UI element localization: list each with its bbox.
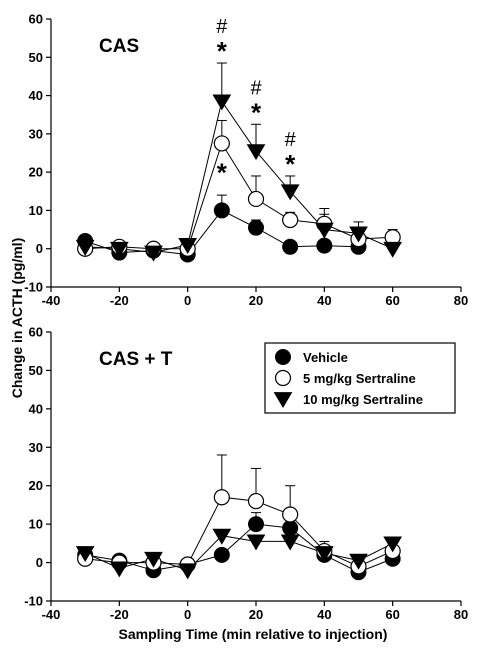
data-point-5-mg-kg-sertraline bbox=[213, 489, 230, 506]
x-tick-label: 20 bbox=[249, 293, 263, 308]
data-point-5-mg-kg-sertraline bbox=[213, 135, 230, 152]
significance-star: * bbox=[217, 36, 228, 66]
x-tick-label: 80 bbox=[454, 607, 468, 622]
significance-star: * bbox=[285, 149, 296, 179]
series-line-5-mg-kg-sertraline bbox=[85, 496, 393, 567]
legend-marker-vehicle bbox=[275, 349, 291, 365]
x-tick-label: 0 bbox=[184, 293, 191, 308]
y-tick-label: 60 bbox=[29, 12, 43, 27]
panel-title: CAS bbox=[99, 36, 139, 57]
data-point-10-mg-kg-sertraline bbox=[349, 226, 368, 243]
legend-label-vehicle: Vehicle bbox=[303, 350, 348, 365]
y-tick-label: 50 bbox=[29, 363, 43, 378]
data-point-10-mg-kg-sertraline bbox=[144, 245, 163, 262]
significance-star: * bbox=[251, 97, 262, 127]
y-tick-label: 40 bbox=[29, 88, 43, 103]
x-axis-label: Sampling Time (min relative to injection… bbox=[119, 626, 388, 642]
significance-hash: # bbox=[216, 16, 228, 38]
data-point-5-mg-kg-sertraline bbox=[282, 211, 299, 229]
y-tick-label: -10 bbox=[24, 280, 43, 295]
legend-box bbox=[264, 342, 456, 414]
y-tick-label: 30 bbox=[29, 126, 43, 141]
significance-hash: # bbox=[285, 129, 297, 151]
x-tick-label: 80 bbox=[454, 293, 468, 308]
x-tick-label: -40 bbox=[42, 607, 61, 622]
y-tick-label: 40 bbox=[29, 401, 43, 416]
legend-marker-5-mg-kg-sertraline bbox=[274, 369, 292, 387]
data-point-10-mg-kg-sertraline bbox=[246, 534, 266, 551]
y-tick-label: 20 bbox=[29, 478, 43, 493]
data-point-10-mg-kg-sertraline bbox=[383, 536, 403, 553]
y-axis-label: Change in ACTH (pg/ml) bbox=[9, 238, 25, 398]
y-tick-label: 0 bbox=[36, 241, 43, 256]
significance-hash: # bbox=[250, 77, 262, 99]
data-point-5-mg-kg-sertraline bbox=[282, 506, 299, 523]
x-tick-label: 0 bbox=[184, 607, 191, 622]
data-point-5-mg-kg-sertraline bbox=[247, 492, 265, 510]
legend: Vehicle 5 mg/kg Sertraline 10 mg/kg Sertra… bbox=[264, 342, 456, 414]
data-point-vehicle bbox=[282, 238, 299, 255]
data-point-vehicle bbox=[248, 219, 264, 236]
series-line-vehicle bbox=[85, 523, 393, 573]
data-point-10-mg-kg-sertraline bbox=[144, 551, 163, 568]
data-point-10-mg-kg-sertraline bbox=[314, 222, 334, 239]
series-line-10-mg-kg-sertraline bbox=[84, 535, 393, 571]
data-point-vehicle bbox=[213, 546, 230, 563]
data-point-10-mg-kg-sertraline bbox=[246, 144, 266, 161]
data-point-10-mg-kg-sertraline bbox=[178, 563, 198, 580]
x-tick-label: -40 bbox=[42, 293, 61, 308]
y-tick-label: 20 bbox=[29, 165, 43, 180]
data-point-5-mg-kg-sertraline bbox=[247, 190, 265, 208]
x-tick-label: 60 bbox=[385, 293, 399, 308]
data-point-10-mg-kg-sertraline bbox=[178, 238, 198, 254]
y-tick-label: 60 bbox=[29, 325, 43, 340]
x-tick-label: 20 bbox=[249, 607, 263, 622]
y-tick-label: 50 bbox=[29, 50, 43, 65]
data-point-10-mg-kg-sertraline bbox=[314, 546, 334, 563]
x-tick-label: 60 bbox=[385, 607, 399, 622]
y-tick-label: 0 bbox=[36, 555, 43, 570]
data-point-10-mg-kg-sertraline bbox=[349, 553, 368, 570]
data-point-10-mg-kg-sertraline bbox=[75, 546, 95, 563]
data-point-10-mg-kg-sertraline bbox=[109, 561, 129, 578]
y-tick-label: 30 bbox=[29, 440, 43, 455]
x-tick-label: -20 bbox=[110, 293, 129, 308]
y-tick-label: -10 bbox=[24, 594, 43, 609]
data-point-vehicle bbox=[213, 202, 230, 219]
legend-marker-10-mg-kg-sertraline bbox=[273, 392, 293, 409]
series-line-10-mg-kg-sertraline bbox=[85, 100, 393, 254]
x-tick-label: 40 bbox=[317, 607, 331, 622]
data-point-10-mg-kg-sertraline bbox=[280, 534, 300, 551]
panel-title: CAS + T bbox=[99, 349, 173, 370]
data-point-10-mg-kg-sertraline bbox=[212, 528, 232, 545]
data-point-vehicle bbox=[248, 516, 264, 533]
data-point-10-mg-kg-sertraline bbox=[109, 241, 129, 258]
data-point-10-mg-kg-sertraline bbox=[383, 241, 403, 258]
data-point-vehicle bbox=[282, 519, 299, 536]
panel-cas-t: -10 0 10 20 30 40 50 60 -40 -20 0 20 40 60 80 CAS + T Sa… bbox=[24, 325, 468, 643]
data-point-vehicle bbox=[316, 237, 333, 254]
legend-label-5-mg-kg-sertraline: 5 mg/kg Sertraline bbox=[303, 371, 416, 386]
y-tick-label: 10 bbox=[29, 517, 43, 532]
y-tick-label: 10 bbox=[29, 203, 43, 218]
x-tick-label: -20 bbox=[110, 607, 129, 622]
legend-label-10-mg-kg-sertraline: 10 mg/kg Sertraline bbox=[303, 392, 423, 407]
data-point-10-mg-kg-sertraline bbox=[212, 94, 232, 111]
significance-star-lower: * bbox=[217, 157, 228, 187]
data-point-10-mg-kg-sertraline bbox=[280, 184, 300, 201]
x-tick-label: 40 bbox=[317, 293, 331, 308]
series-line-5-mg-kg-sertraline bbox=[85, 142, 393, 250]
data-point-10-mg-kg-sertraline bbox=[75, 239, 95, 256]
